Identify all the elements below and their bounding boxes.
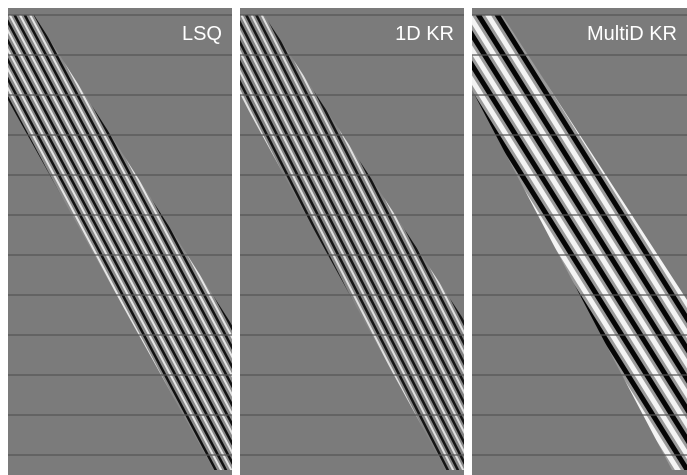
seismic-band [240,15,464,470]
panel-label: 1D KR [395,23,454,45]
panel-label: MultiD KR [587,23,677,45]
panel: MultiD KR [472,8,687,475]
panel-label: LSQ [182,23,222,45]
panel: LSQ [8,8,232,475]
seismic-band [8,15,232,470]
seismic-band [472,15,687,470]
panel: 1D KR [240,8,464,475]
